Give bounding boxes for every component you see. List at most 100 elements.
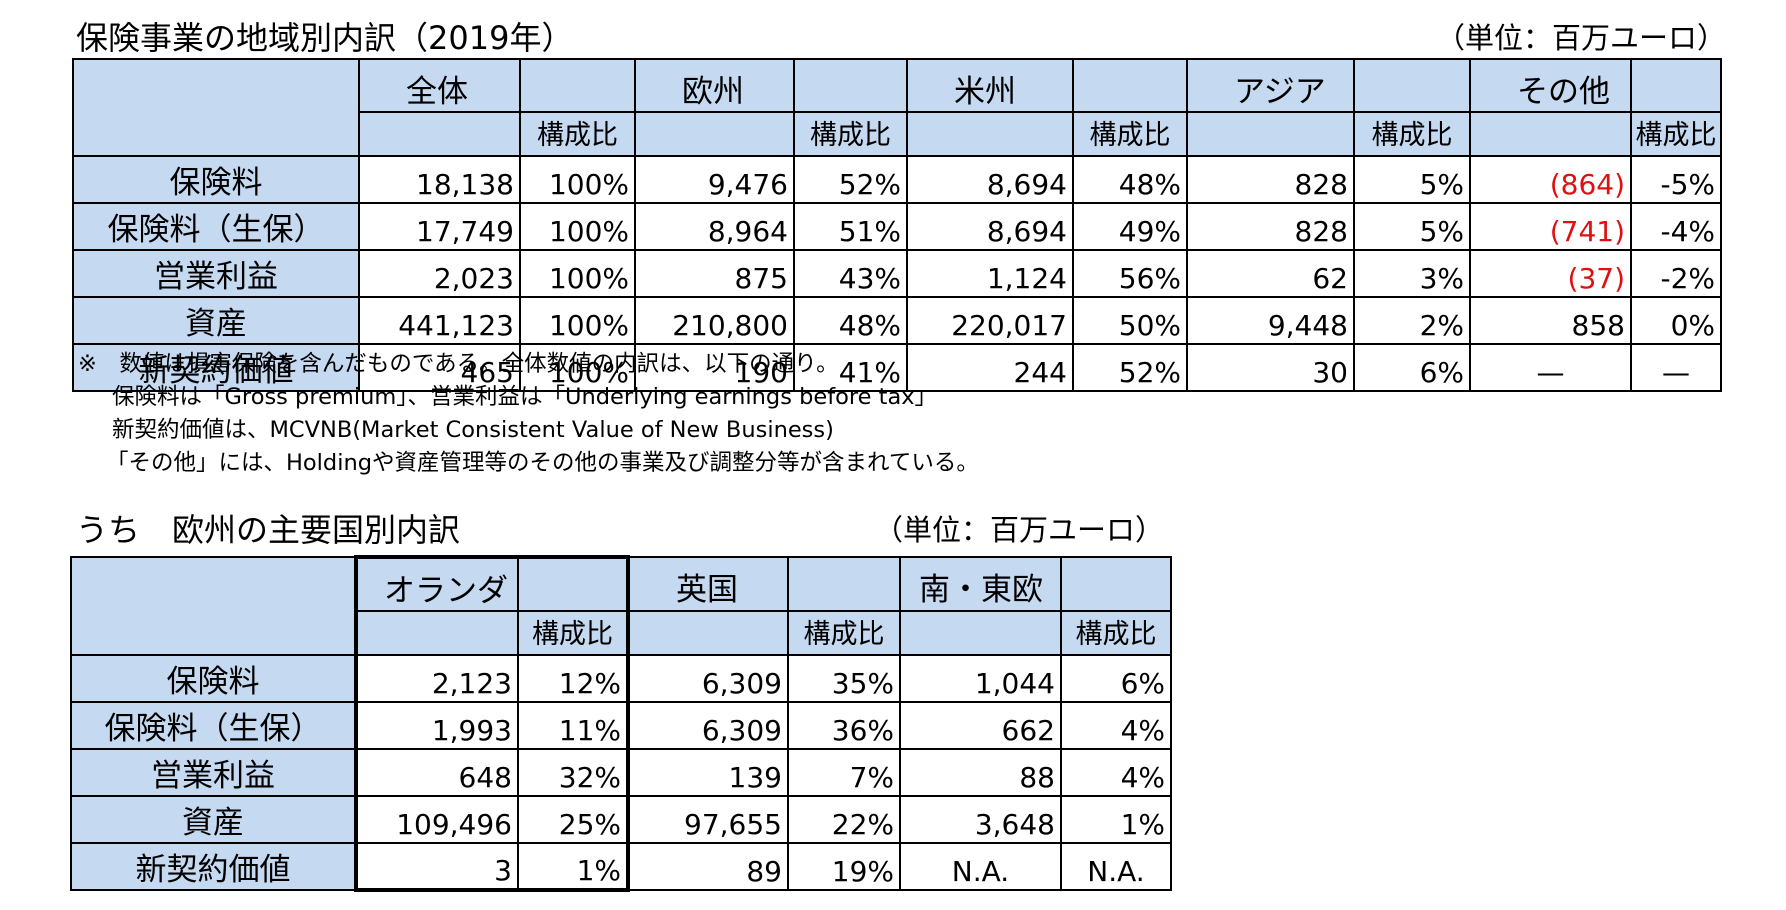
- na-cell: N.A.: [899, 842, 1062, 891]
- value-cell: 109,496: [354, 795, 519, 844]
- share-cell: 56%: [1072, 249, 1188, 298]
- table1-unit: （単位：百万ユーロ）: [1435, 21, 1726, 55]
- table2-header-row: オランダ 英国 南・東欧: [70, 555, 1172, 656]
- value-cell: 441,123: [358, 296, 521, 345]
- table-row: 営業利益 2,023 100% 875 43% 1,124 56% 62 3% …: [72, 249, 1722, 298]
- row-label: 新契約価値: [70, 842, 357, 891]
- table1-title: 保険事業の地域別内訳（2019年）: [76, 19, 574, 57]
- table1-subheader-row: 構成比 構成比 構成比 構成比 構成比: [73, 111, 1722, 157]
- table1-header-row: 全体 欧州 米州 アジア その他: [72, 58, 1722, 157]
- share-cell: 5%: [1353, 202, 1471, 251]
- dash-cell: —: [1630, 343, 1722, 392]
- value-cell: 220,017: [906, 296, 1074, 345]
- value-cell: 30: [1186, 343, 1355, 392]
- share-cell: 100%: [519, 249, 636, 298]
- value-cell: 858: [1469, 296, 1632, 345]
- value-cell: 97,655: [627, 795, 789, 844]
- footnote-line: 保険料は「Gross premium」、営業利益は「Underlying ear…: [112, 384, 938, 410]
- table2-subheader-row: 構成比 構成比 構成比: [71, 610, 1172, 656]
- table-row: 資産 109,496 25% 97,655 22% 3,648 1%: [70, 795, 1172, 844]
- negative-value-cell: (741): [1469, 202, 1632, 251]
- europe-country-breakdown-table: オランダ 英国 南・東欧 構成比 構成比 構成比 保険料 2,123 12% 6…: [70, 555, 1172, 892]
- col-header-asia: アジア: [1186, 58, 1355, 113]
- value-cell: 210,800: [634, 296, 795, 345]
- row-label: 資産: [72, 296, 360, 345]
- value-cell: 1,044: [899, 654, 1062, 703]
- negative-value-cell: (37): [1469, 249, 1632, 298]
- share-cell: 4%: [1060, 701, 1172, 750]
- col-header-other: その他: [1469, 58, 1632, 113]
- share-cell: 43%: [793, 249, 908, 298]
- row-label: 資産: [70, 795, 357, 844]
- value-cell: 88: [899, 748, 1062, 797]
- share-header: 構成比: [517, 610, 630, 656]
- table-row: 新契約価値 465 100% 190 41% 244 52% 30 6% — —: [72, 343, 1722, 392]
- table-row: 保険料 2,123 12% 6,309 35% 1,044 6%: [70, 654, 1172, 703]
- value-cell: 6,309: [627, 654, 789, 703]
- share-cell: 0%: [1630, 296, 1722, 345]
- share-cell: 48%: [793, 296, 908, 345]
- share-cell: 35%: [787, 654, 901, 703]
- share-cell: -4%: [1630, 202, 1722, 251]
- row-label: 営業利益: [72, 249, 360, 298]
- value-cell: 8,964: [634, 202, 795, 251]
- value-cell: 17,749: [358, 202, 521, 251]
- table2-unit: （単位：百万ユーロ）: [874, 513, 1165, 547]
- value-cell: 662: [899, 701, 1062, 750]
- table2-title: うち 欧州の主要国別内訳: [76, 511, 461, 549]
- row-label: 保険料（生保）: [70, 701, 357, 750]
- share-cell: 100%: [519, 202, 636, 251]
- value-cell: 62: [1186, 249, 1355, 298]
- share-cell: 4%: [1060, 748, 1172, 797]
- value-cell: 828: [1186, 202, 1355, 251]
- table-row: 保険料（生保） 1,993 11% 6,309 36% 662 4%: [70, 701, 1172, 750]
- share-cell: 51%: [793, 202, 908, 251]
- table-row: 資産 441,123 100% 210,800 48% 220,017 50% …: [72, 296, 1722, 345]
- share-cell: 1%: [1060, 795, 1172, 844]
- share-cell: 6%: [1353, 343, 1471, 392]
- share-cell: 100%: [519, 296, 636, 345]
- value-cell: 89: [627, 842, 789, 891]
- table1-corner: [72, 58, 360, 157]
- footnote-line: 「その他」には、Holdingや資産管理等のその他の事業及び調整分等が含まれてい…: [106, 450, 979, 476]
- col-header-uk: 英国: [627, 556, 789, 612]
- share-cell: 100%: [519, 155, 636, 204]
- share-cell: 3%: [1353, 249, 1471, 298]
- share-cell: 11%: [517, 701, 630, 750]
- share-cell: 100%: [519, 343, 636, 392]
- footnote-line: ※ 数値は損害保険を含んだものである。全体数値の内訳は、以下の通り。: [78, 351, 839, 377]
- share-cell: 12%: [517, 654, 630, 703]
- value-cell: 465: [358, 343, 521, 392]
- dash-cell: —: [1469, 343, 1632, 392]
- negative-value-cell: (864): [1469, 155, 1632, 204]
- share-cell: 52%: [793, 155, 908, 204]
- share-header: 構成比: [1060, 610, 1172, 656]
- col-header-south-east-europe: 南・東欧: [899, 556, 1062, 612]
- value-cell: 3: [354, 842, 519, 892]
- share-cell: 2%: [1353, 296, 1471, 345]
- value-cell: 1,124: [906, 249, 1074, 298]
- value-cell: 8,694: [906, 202, 1074, 251]
- share-cell: 19%: [787, 842, 901, 891]
- value-cell: 2,023: [358, 249, 521, 298]
- share-cell: 22%: [787, 795, 901, 844]
- share-cell: 5%: [1353, 155, 1471, 204]
- na-cell: N.A.: [1060, 842, 1172, 891]
- table-row: 新契約価値 3 1% 89 19% N.A. N.A.: [70, 842, 1172, 892]
- row-label: 保険料: [70, 654, 357, 703]
- row-label: 新契約価値: [72, 343, 360, 392]
- value-cell: 18,138: [358, 155, 521, 204]
- col-header-netherlands: オランダ: [354, 555, 519, 612]
- share-cell: 25%: [517, 795, 630, 844]
- share-cell: 6%: [1060, 654, 1172, 703]
- col-header-americas: 米州: [906, 58, 1074, 113]
- value-cell: 648: [354, 748, 519, 797]
- value-cell: 9,448: [1186, 296, 1355, 345]
- share-header: 構成比: [1353, 111, 1471, 157]
- row-label: 営業利益: [70, 748, 357, 797]
- share-cell: 36%: [787, 701, 901, 750]
- share-header: 構成比: [787, 610, 901, 656]
- share-cell: -5%: [1630, 155, 1722, 204]
- value-cell: 9,476: [634, 155, 795, 204]
- table-row: 営業利益 648 32% 139 7% 88 4%: [70, 748, 1172, 797]
